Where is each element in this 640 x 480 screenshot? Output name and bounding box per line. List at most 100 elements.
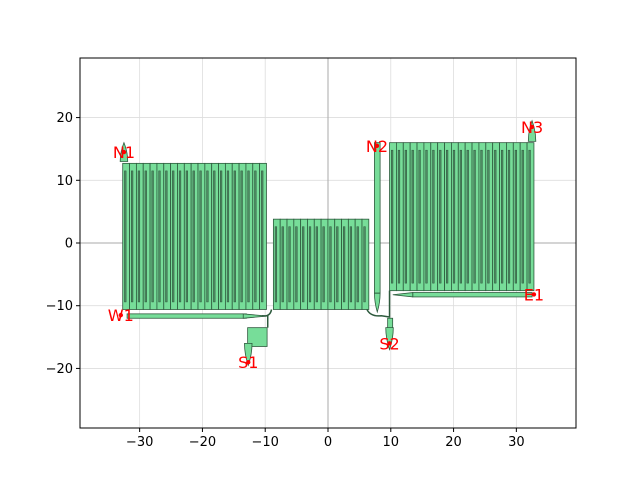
meander-gap — [295, 226, 298, 303]
meander-gap — [274, 226, 278, 303]
block-left — [122, 162, 267, 310]
meander-gap — [254, 170, 257, 303]
meander-gap — [137, 170, 141, 303]
meander-gap — [439, 149, 442, 284]
meander-gap — [213, 170, 216, 303]
shape-layer — [119, 119, 537, 367]
port-label-n3: N3 — [521, 118, 543, 137]
waveguide-n2 — [374, 142, 381, 294]
meander-gap — [322, 226, 325, 303]
meander-gap — [349, 226, 353, 303]
meander-gap — [124, 170, 127, 303]
meander-gap — [144, 170, 147, 303]
meander-gap — [507, 149, 511, 284]
meander-gap — [220, 170, 223, 303]
meander-gap — [480, 149, 483, 284]
meander-gap — [363, 226, 366, 303]
y-tick-label: 20 — [56, 111, 73, 126]
meander-gap — [165, 170, 168, 303]
meander-gap — [315, 226, 318, 303]
y-tick-label: −10 — [46, 299, 73, 314]
meander-gap — [487, 149, 490, 284]
port-label-s1: S1 — [238, 353, 258, 372]
pad-s1 — [247, 327, 268, 347]
port-layer: N1 W1 S1 N2 S2 N3 E1 — [108, 118, 544, 372]
y-tick-label: 10 — [56, 174, 73, 189]
meander-gap — [158, 170, 161, 303]
taper-n2-bottom — [374, 292, 381, 314]
x-tick-label: −10 — [251, 435, 278, 450]
meander-gap — [233, 170, 236, 303]
port-label-e1: E1 — [524, 285, 544, 304]
taper-n3 — [527, 119, 537, 142]
port-marker-n1 — [121, 149, 127, 155]
x-tick-label: 20 — [445, 435, 462, 450]
x-tick-label: 10 — [383, 435, 400, 450]
meander-gap — [336, 226, 339, 303]
meander-gap — [151, 170, 154, 303]
port-label-w1: W1 — [108, 306, 134, 325]
block-middle — [272, 218, 370, 310]
y-tick-label: −20 — [46, 362, 73, 377]
connector-middle-right — [366, 290, 391, 318]
taper-e1-start — [392, 292, 414, 298]
x-tick-label: −30 — [126, 435, 153, 450]
meander-gap — [178, 170, 182, 303]
meander-gap — [192, 170, 195, 303]
port-marker-e1 — [531, 292, 537, 297]
meander-gap — [411, 149, 414, 284]
tick-layer: −30 −20 −10 0 10 20 30 −20 −10 0 10 20 — [46, 111, 525, 450]
waveguide-w1 — [126, 313, 247, 319]
taper-w1-end — [242, 313, 268, 319]
port-marker-s2 — [387, 341, 392, 346]
meander-gap — [473, 149, 476, 284]
taper-s1 — [244, 342, 253, 367]
port-label-n2: N2 — [366, 137, 388, 156]
meander-gap — [185, 170, 188, 303]
port-marker-n3 — [529, 124, 535, 130]
waveguide-e1 — [412, 292, 533, 298]
meander-gap — [521, 149, 524, 284]
x-tick-label: 0 — [324, 435, 332, 450]
meander-gap — [226, 170, 230, 303]
port-marker-n2 — [374, 143, 380, 148]
port-marker-w1 — [118, 312, 124, 318]
connector-left-middle — [261, 309, 273, 317]
port-label-s2: S2 — [379, 334, 399, 353]
x-tick-label: 30 — [508, 435, 525, 450]
y-tick-label: 0 — [65, 237, 73, 252]
meander-gap — [240, 170, 243, 303]
meander-gap — [514, 149, 517, 284]
meander-gap — [404, 149, 407, 284]
meander-gap — [206, 170, 209, 303]
meander-gap — [199, 170, 202, 303]
meander-gap — [466, 149, 469, 284]
meander-gap — [459, 149, 462, 284]
meander-gap — [131, 170, 134, 303]
meander-gap — [432, 149, 435, 284]
port-marker-s1 — [246, 359, 251, 365]
block-right — [389, 142, 535, 292]
meander-gap — [288, 226, 291, 303]
meander-gap — [342, 226, 346, 303]
meander-gap — [397, 149, 401, 284]
x-tick-label: −20 — [189, 435, 216, 450]
meander-gap — [494, 149, 497, 284]
meander-gap — [390, 149, 394, 284]
meander-gap — [446, 149, 449, 284]
meander-gap — [308, 226, 312, 303]
meander-gap — [247, 170, 250, 303]
meander-gap — [302, 226, 305, 303]
meander-gap — [329, 226, 332, 303]
meander-gap — [452, 149, 456, 284]
meander-gap — [281, 226, 284, 303]
port-label-n1: N1 — [113, 143, 135, 162]
meander-gap — [172, 170, 175, 303]
meander-gap — [418, 149, 421, 284]
meander-gap — [501, 149, 504, 284]
meander-gap — [261, 170, 264, 303]
meander-gap — [528, 149, 531, 284]
meander-gap — [356, 226, 359, 303]
taper-s2 — [385, 327, 394, 351]
